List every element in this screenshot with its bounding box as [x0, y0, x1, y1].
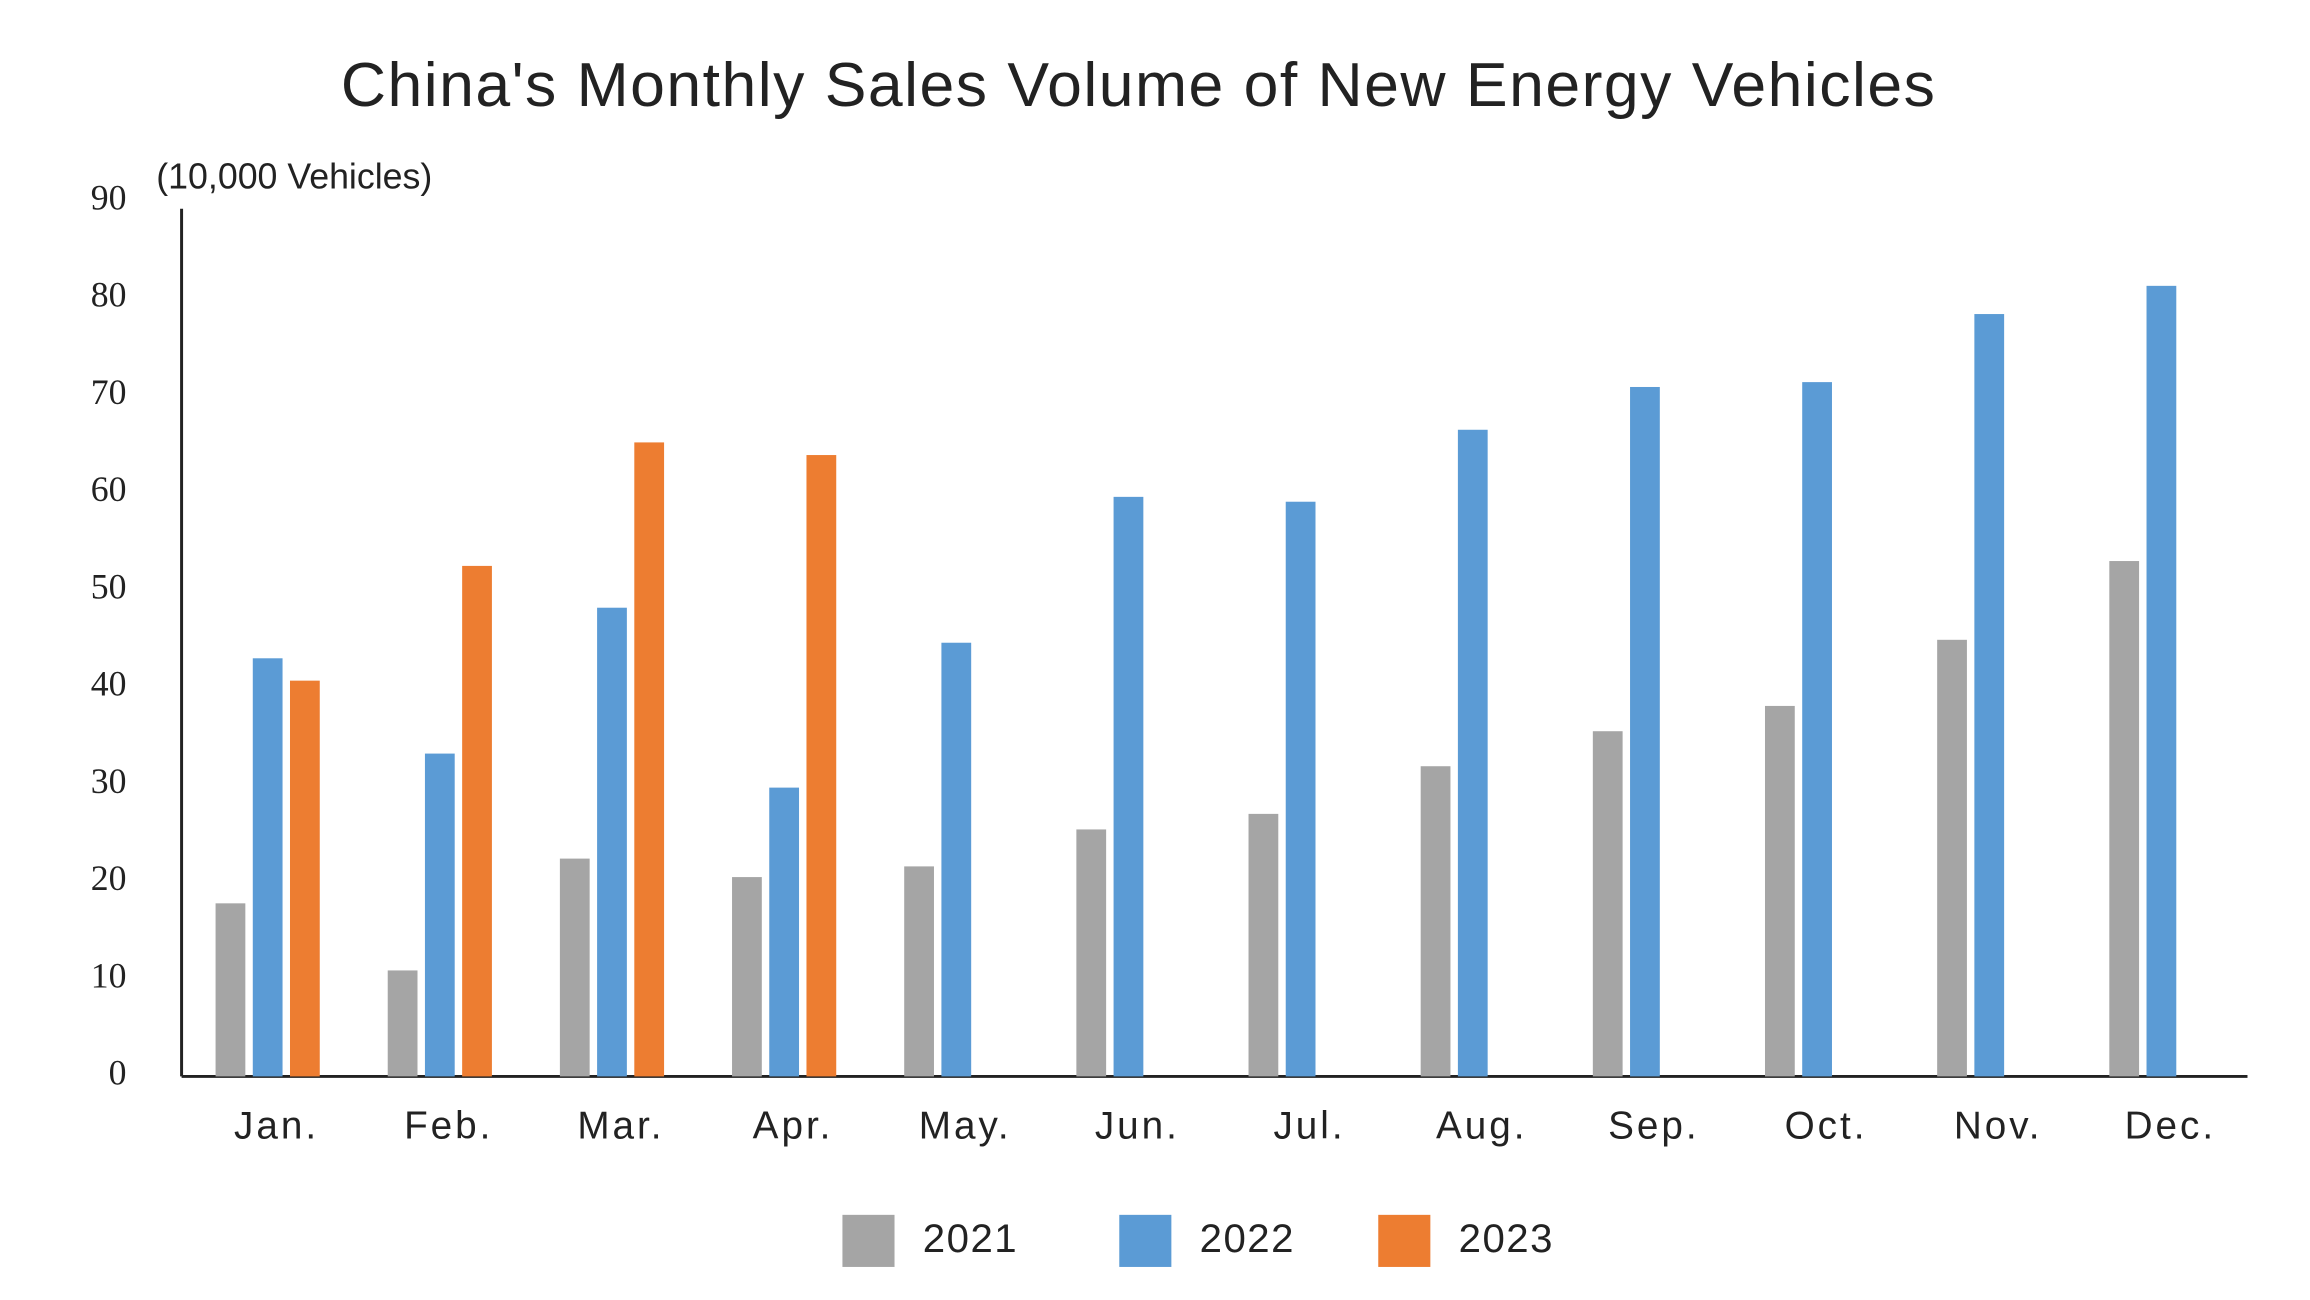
legend-swatch: [842, 1214, 895, 1267]
legend-swatch: [1119, 1214, 1172, 1267]
y-tick-label: 30: [91, 761, 127, 801]
y-tick-label: 80: [91, 275, 127, 315]
bar: [769, 787, 800, 1077]
x-tick-label: Jun.: [1095, 1105, 1180, 1148]
bar: [597, 607, 627, 1077]
legend-label: 2022: [1200, 1216, 1295, 1261]
bar: [424, 753, 455, 1077]
bar: [732, 877, 762, 1077]
bar: [1764, 705, 1795, 1077]
legend-label: 2023: [1459, 1216, 1554, 1261]
bar: [904, 866, 934, 1077]
legend-label: 2021: [923, 1216, 1018, 1261]
x-tick-label: May.: [919, 1105, 1012, 1148]
bar: [1974, 314, 2005, 1077]
x-tick-label: Oct.: [1785, 1105, 1868, 1148]
x-tick-label: Jul.: [1273, 1105, 1345, 1148]
x-tick-label: Dec.: [2125, 1105, 2216, 1148]
x-tick-label: Feb.: [404, 1105, 493, 1148]
y-tick-label: 40: [91, 664, 127, 704]
y-tick-label: 50: [91, 566, 127, 606]
x-tick-label: Aug.: [1436, 1105, 1528, 1148]
bar: [2109, 561, 2140, 1077]
x-tick-label: Sep.: [1608, 1105, 1700, 1148]
bar: [634, 442, 665, 1077]
y-axis-label: (10,000 Vehicles): [156, 156, 432, 196]
bar: [806, 455, 837, 1077]
bar: [1630, 386, 1660, 1077]
chart-title: China's Monthly Sales Volume of New Ener…: [341, 50, 1937, 120]
bar: [1076, 829, 1107, 1077]
x-tick-label: Apr.: [753, 1105, 834, 1148]
legend-swatch: [1378, 1214, 1431, 1267]
y-tick-label: 70: [91, 372, 127, 412]
x-tick-label: Jan.: [234, 1105, 319, 1148]
y-tick-label: 90: [91, 177, 127, 217]
bar: [215, 903, 246, 1077]
bar: [941, 642, 972, 1077]
bar: [1248, 813, 1279, 1077]
bar: [559, 858, 590, 1077]
bar: [1285, 501, 1316, 1077]
bar: [462, 565, 492, 1077]
bar: [1420, 766, 1451, 1077]
bar: [1592, 731, 1623, 1077]
bar: [289, 680, 320, 1077]
bar: [387, 970, 418, 1077]
bar: [252, 658, 283, 1077]
bar: [1802, 382, 1832, 1077]
bar: [2146, 285, 2177, 1077]
bar: [1113, 496, 1144, 1077]
x-tick-label: Nov.: [1954, 1105, 2043, 1148]
y-tick-label: 10: [91, 955, 127, 995]
x-tick-label: Mar.: [577, 1105, 664, 1148]
bar: [1457, 429, 1488, 1077]
bar: [1937, 639, 1967, 1077]
y-tick-label: 20: [91, 858, 127, 898]
y-tick-label: 60: [91, 469, 127, 509]
y-tick-label: 0: [109, 1053, 127, 1093]
